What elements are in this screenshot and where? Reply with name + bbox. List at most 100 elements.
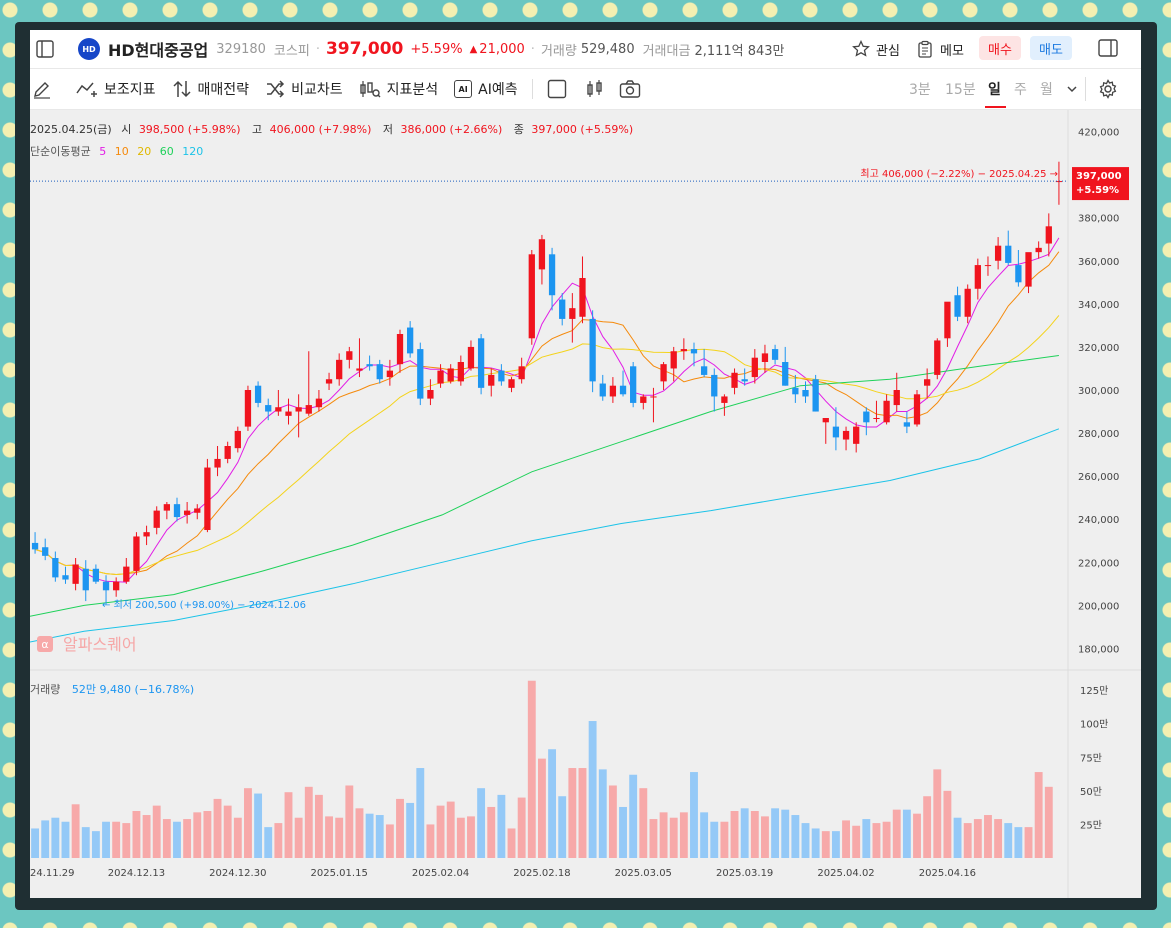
- candle-body[interactable]: [903, 422, 911, 427]
- volume-bar[interactable]: [416, 768, 425, 858]
- candle-body[interactable]: [437, 370, 444, 384]
- volume-bar[interactable]: [862, 819, 871, 858]
- candle-body[interactable]: [447, 368, 454, 382]
- volume-bar[interactable]: [619, 806, 627, 858]
- volume-bar[interactable]: [426, 824, 435, 858]
- candle-body[interactable]: [305, 405, 312, 414]
- candle-body[interactable]: [315, 398, 323, 408]
- volume-bar[interactable]: [1014, 827, 1023, 858]
- candle-body[interactable]: [1005, 245, 1012, 263]
- analysis-button[interactable]: 지표분석: [359, 79, 438, 99]
- volume-bar[interactable]: [953, 817, 962, 858]
- candle-body[interactable]: [396, 334, 404, 365]
- volume-bar[interactable]: [679, 812, 688, 858]
- sidebar-toggle-icon[interactable]: [34, 38, 56, 60]
- volume-bar[interactable]: [608, 785, 617, 858]
- volume-bar[interactable]: [325, 816, 333, 858]
- candle-body[interactable]: [224, 446, 231, 459]
- candlestick-chart[interactable]: 420,000400,000380,000360,000340,000320,0…: [30, 110, 1141, 898]
- volume-bar[interactable]: [284, 792, 293, 858]
- candle-body[interactable]: [670, 351, 677, 369]
- volume-bar[interactable]: [173, 821, 181, 858]
- candle-body[interactable]: [630, 366, 637, 403]
- candle-body[interactable]: [407, 327, 414, 354]
- candle-body[interactable]: [82, 568, 89, 591]
- right-panel-toggle-icon[interactable]: [1098, 38, 1118, 58]
- candle-body[interactable]: [609, 385, 617, 397]
- volume-bar[interactable]: [385, 824, 394, 858]
- candle-body[interactable]: [802, 390, 809, 397]
- candle-body[interactable]: [913, 394, 921, 425]
- period-15min[interactable]: 15분: [945, 82, 976, 98]
- candle-body[interactable]: [812, 379, 819, 412]
- volume-bar[interactable]: [537, 758, 546, 858]
- candle-body[interactable]: [325, 379, 333, 384]
- candle-body[interactable]: [356, 368, 363, 371]
- candle-body[interactable]: [153, 510, 160, 528]
- volume-bar[interactable]: [233, 817, 242, 858]
- volume-bar[interactable]: [923, 796, 932, 858]
- volume-bar[interactable]: [264, 827, 273, 858]
- candle-body[interactable]: [518, 366, 525, 380]
- candle-body[interactable]: [163, 504, 170, 511]
- candle-body[interactable]: [1025, 252, 1032, 287]
- volume-bar[interactable]: [629, 774, 638, 858]
- volume-bar[interactable]: [649, 819, 658, 858]
- volume-bar[interactable]: [335, 817, 344, 858]
- candle-body[interactable]: [234, 430, 241, 449]
- volume-bar[interactable]: [821, 831, 830, 858]
- candle-body[interactable]: [366, 364, 373, 367]
- candle-body[interactable]: [984, 265, 992, 267]
- sell-button[interactable]: 매도: [1030, 36, 1072, 60]
- candle-body[interactable]: [72, 564, 79, 584]
- candle-body[interactable]: [650, 396, 657, 398]
- candle-body[interactable]: [52, 558, 59, 578]
- candle-body[interactable]: [1035, 247, 1042, 253]
- indicators-button[interactable]: 보조지표: [76, 79, 156, 99]
- volume-bar[interactable]: [183, 819, 192, 858]
- volume-bar[interactable]: [750, 811, 759, 858]
- candle-body[interactable]: [731, 372, 738, 388]
- candle-body[interactable]: [204, 467, 211, 530]
- volume-bar[interactable]: [31, 828, 40, 858]
- volume-bar[interactable]: [558, 796, 567, 858]
- candle-body[interactable]: [782, 362, 789, 386]
- candle-body[interactable]: [173, 504, 181, 518]
- volume-bar[interactable]: [254, 793, 263, 858]
- volume-bar[interactable]: [223, 805, 232, 858]
- volume-bar[interactable]: [669, 817, 678, 858]
- candle-body[interactable]: [477, 338, 485, 388]
- volume-bar[interactable]: [304, 786, 313, 858]
- volume-bar[interactable]: [659, 812, 668, 858]
- volume-bar[interactable]: [142, 815, 151, 858]
- volume-bar[interactable]: [71, 804, 80, 858]
- candle-body[interactable]: [346, 351, 353, 360]
- candle-body[interactable]: [711, 374, 718, 397]
- volume-bar[interactable]: [375, 815, 384, 858]
- volume-bar[interactable]: [213, 798, 222, 858]
- volume-bar[interactable]: [781, 809, 790, 858]
- volume-bar[interactable]: [842, 820, 850, 858]
- volume-bar[interactable]: [801, 823, 810, 858]
- candle-body[interactable]: [538, 239, 546, 270]
- candle-body[interactable]: [113, 581, 120, 591]
- volume-bar[interactable]: [1034, 772, 1043, 858]
- volume-bar[interactable]: [994, 819, 1003, 858]
- volume-bar[interactable]: [740, 808, 749, 858]
- candle-body[interactable]: [619, 385, 627, 395]
- candle-body[interactable]: [133, 536, 140, 571]
- volume-bar[interactable]: [1024, 827, 1033, 858]
- volume-bar[interactable]: [690, 772, 698, 858]
- square-chart-icon[interactable]: [547, 79, 567, 99]
- volume-bar[interactable]: [193, 812, 202, 858]
- volume-bar[interactable]: [943, 790, 952, 858]
- volume-bar[interactable]: [1044, 786, 1053, 858]
- candle-body[interactable]: [822, 418, 829, 423]
- volume-bar[interactable]: [162, 819, 171, 858]
- candle-body[interactable]: [254, 385, 262, 403]
- candle-body[interactable]: [498, 370, 505, 382]
- volume-bar[interactable]: [406, 802, 415, 858]
- volume-bar[interactable]: [578, 768, 587, 858]
- candle-body[interactable]: [244, 390, 252, 427]
- candle-body[interactable]: [660, 364, 667, 382]
